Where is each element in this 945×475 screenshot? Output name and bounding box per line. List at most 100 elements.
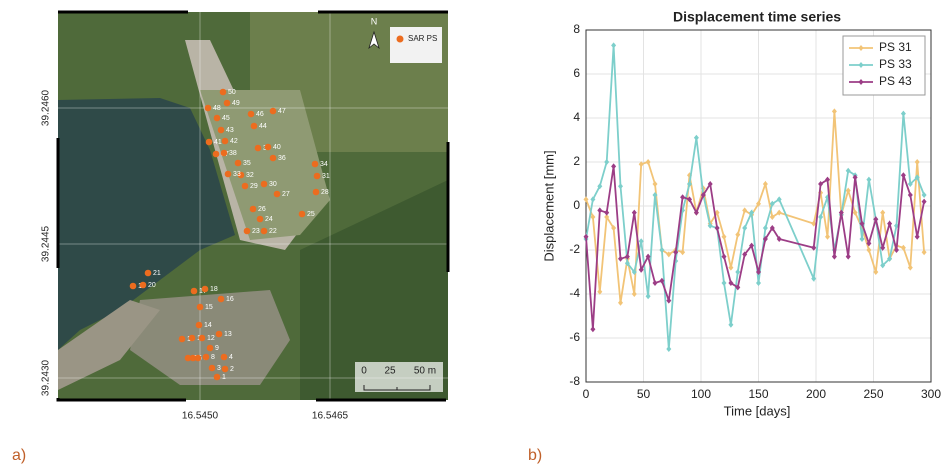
point <box>921 192 927 198</box>
x-tick-label: 200 <box>806 387 826 401</box>
point <box>852 209 858 216</box>
ps-point <box>249 205 257 213</box>
point <box>597 207 603 214</box>
ps-label: 22 <box>269 228 277 235</box>
ps-label: 32 <box>246 172 254 179</box>
north-label: N <box>371 16 378 26</box>
point <box>887 220 893 227</box>
point <box>611 42 617 49</box>
ps-point <box>247 110 255 118</box>
legend-label: PS 43 <box>879 74 912 88</box>
ps-point <box>273 190 281 198</box>
ps-point <box>312 188 320 196</box>
point <box>735 269 741 275</box>
point <box>894 247 899 253</box>
ps-point <box>213 373 221 381</box>
ps-point <box>220 149 228 157</box>
ps-point <box>198 334 206 342</box>
ps-point <box>217 295 225 303</box>
ps-point <box>298 210 306 218</box>
point <box>700 192 706 198</box>
point <box>611 163 617 170</box>
lat-tick-label: 39.2445 <box>41 225 52 262</box>
ps-label: 30 <box>269 181 277 188</box>
y-tick-label: 0 <box>573 198 580 212</box>
point <box>742 225 748 231</box>
ps-point <box>184 354 192 362</box>
legend-swatch <box>858 62 864 68</box>
y-tick-label: 4 <box>573 110 580 124</box>
point <box>900 244 906 251</box>
point <box>907 192 913 198</box>
point <box>597 183 603 190</box>
point <box>887 255 893 262</box>
lat-tick-label: 39.2460 <box>41 89 52 126</box>
point <box>735 231 741 238</box>
point <box>825 176 830 183</box>
point <box>693 134 699 141</box>
point <box>818 181 824 187</box>
y-tick-label: 8 <box>573 22 580 36</box>
ps-point <box>205 138 213 146</box>
ps-point <box>260 227 268 235</box>
point <box>590 214 596 220</box>
point <box>631 291 637 297</box>
point <box>645 159 651 165</box>
point <box>811 244 817 251</box>
ps-label: 2 <box>230 366 234 373</box>
map-image <box>56 10 450 402</box>
chart-title: Displacement time series <box>673 9 841 25</box>
point <box>673 249 679 256</box>
point <box>590 196 596 203</box>
ps-point <box>201 285 209 293</box>
ps-label: 44 <box>259 123 267 130</box>
ps-label: 43 <box>226 127 234 134</box>
point <box>762 236 768 242</box>
ps-point <box>208 364 216 372</box>
point <box>604 159 610 165</box>
x-tick-label: 300 <box>921 387 941 401</box>
point <box>728 280 734 286</box>
ps-point <box>202 353 210 361</box>
ps-label: 34 <box>320 161 328 168</box>
point <box>776 209 782 216</box>
ps-point <box>190 287 198 295</box>
point <box>728 264 734 271</box>
lon-tick-label: 16.5450 <box>182 411 219 422</box>
ps-point <box>237 171 245 179</box>
y-tick-label: 2 <box>573 154 580 168</box>
ps-label: 33 <box>233 171 241 178</box>
ps-point <box>213 114 221 122</box>
point <box>645 253 651 260</box>
ps-point <box>313 172 321 180</box>
point <box>756 280 761 286</box>
point <box>631 209 637 216</box>
point <box>776 196 782 203</box>
ps-label: 35 <box>243 160 251 167</box>
point <box>618 299 623 306</box>
ps-label: 12 <box>207 335 215 342</box>
ps-point <box>196 303 204 311</box>
ps-point <box>219 88 227 96</box>
point <box>638 161 644 168</box>
ps-label: 50 <box>228 89 236 96</box>
point <box>756 269 761 275</box>
ps-point <box>178 335 186 343</box>
scale-label: 50 m <box>414 366 436 377</box>
ps-label: 42 <box>230 138 238 145</box>
ps-point <box>234 159 242 167</box>
point <box>652 192 658 198</box>
x-tick-label: 250 <box>863 387 883 401</box>
point <box>749 242 755 249</box>
ps-point <box>195 321 203 329</box>
y-tick-label: 6 <box>573 66 580 80</box>
lon-tick-label: 16.5465 <box>312 411 349 422</box>
ps-point <box>215 330 223 338</box>
y-tick-label: -6 <box>569 330 580 344</box>
ps-point <box>188 334 196 342</box>
ps-point <box>256 215 264 223</box>
point <box>921 249 927 256</box>
series-line <box>585 45 925 350</box>
scale-label: 25 <box>384 366 396 377</box>
point <box>624 253 630 260</box>
